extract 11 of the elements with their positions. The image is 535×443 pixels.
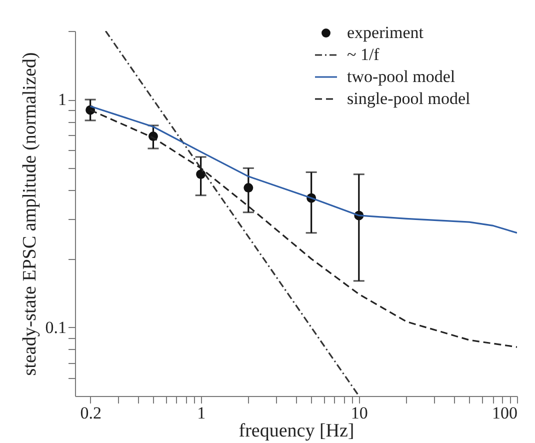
x-tick-label: 1: [197, 404, 206, 422]
y-tick-label: 0.1: [45, 318, 66, 337]
legend-label: single-pool model: [347, 89, 471, 108]
x-tick-label: 100: [492, 404, 518, 422]
legend-label: two-pool model: [347, 67, 456, 86]
y-axis-title: steady-state EPSC amplitude (normalized): [19, 52, 40, 376]
legend-label: ~ 1/f: [347, 45, 380, 64]
x-axis-title: frequency [Hz]: [238, 420, 354, 442]
x-tick-label: 10: [350, 404, 368, 422]
legend-label: experiment: [347, 23, 424, 42]
x-tick-label: 0.2: [80, 404, 102, 422]
